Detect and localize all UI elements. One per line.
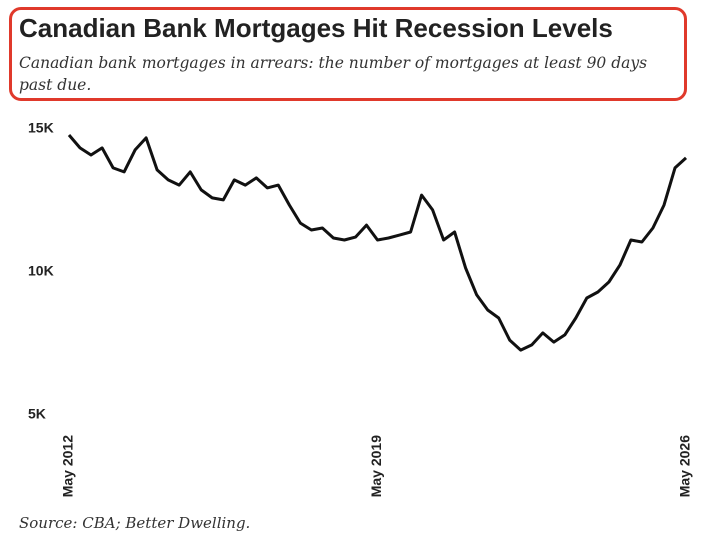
y-tick-label: 10K — [28, 263, 54, 279]
y-tick-label: 15K — [28, 120, 54, 136]
x-tick-label: May 2026 — [677, 435, 693, 497]
y-tick-label: 5K — [28, 406, 46, 422]
x-tick-label: May 2012 — [60, 435, 76, 497]
x-tick-label: May 2019 — [368, 435, 384, 497]
title-box — [9, 7, 687, 101]
chart-title: Canadian Bank Mortgages Hit Recession Le… — [19, 13, 613, 43]
chart-subtitle: Canadian bank mortgages in arrears: the … — [19, 54, 648, 94]
source-note: Source: CBA; Better Dwelling. — [19, 514, 251, 532]
data-line — [67, 134, 688, 352]
